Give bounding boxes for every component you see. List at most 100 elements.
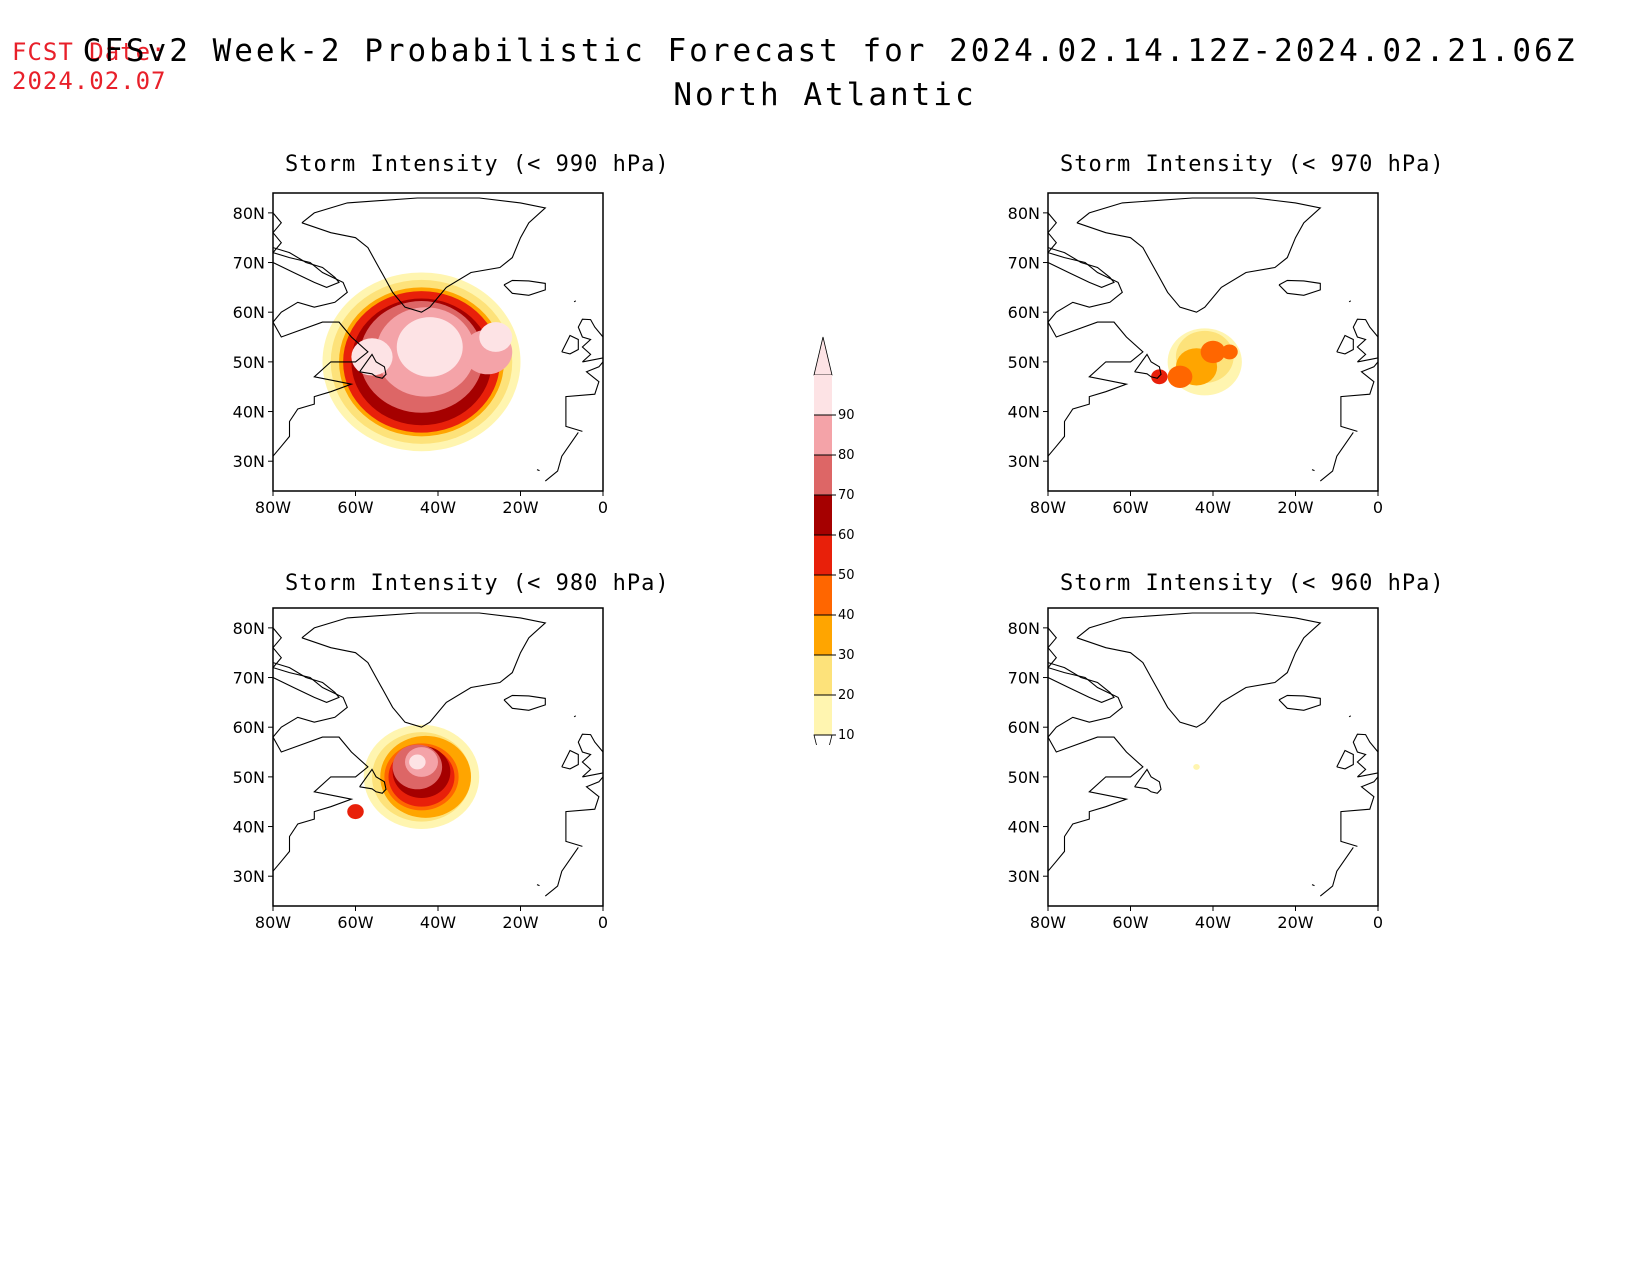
colorbar-swatch [814,615,832,655]
colorbar-swatch [814,415,832,455]
lat-tick-label: 70N [233,254,265,273]
coastline [1311,469,1315,472]
coastline [1134,768,1162,794]
lat-tick-label: 60N [1008,303,1040,322]
colorbar-label: 90 [838,408,855,423]
lon-tick-label: 0 [598,913,608,932]
colorbar-top-arrow [813,336,833,376]
lon-tick-label: 0 [1373,913,1383,932]
lat-tick-label: 60N [233,718,265,737]
colorbar-swatch [814,495,832,535]
coastline [1048,627,1144,872]
lat-tick-label: 30N [1008,867,1040,886]
coastline [536,469,540,472]
coastline [577,733,603,778]
colorbar-swatch [814,695,832,735]
lon-tick-label: 60W [1112,913,1148,932]
lat-tick-label: 80N [1008,204,1040,223]
lat-tick-label: 50N [1008,768,1040,787]
map-panel-970: 80N 70N 60N 50N 40N 30N 80W 60W 40W 20W 0 [1008,192,1383,517]
colorbar-swatch [814,375,832,415]
probability-region [409,754,426,770]
page-subtitle: North Atlantic [673,77,977,113]
map-panel-960: 80N 70N 60N 50N 40N 30N 80W 60W 40W 20W 0 [1008,607,1383,932]
lat-tick-label: 30N [233,452,265,471]
coastline [1278,279,1321,296]
coastline [1278,694,1321,711]
colorbar-label: 60 [838,528,855,543]
coastline [359,768,387,794]
coastline [1048,247,1115,288]
colorbar-bottom-arrow [813,734,833,745]
colorbar-swatch [814,575,832,615]
coastline [1340,776,1378,847]
colorbar-label: 30 [838,648,855,663]
coastline [573,715,577,718]
lat-tick-label: 70N [1008,254,1040,273]
coastline [503,694,546,711]
lon-tick-label: 20W [1277,498,1313,517]
coastline [301,612,547,728]
coastline [301,197,547,313]
forecast-date-block: FCST Date: 2024.02.07 [12,38,167,96]
lon-tick-label: 40W [420,913,456,932]
coastline [565,361,603,432]
probability-region [1193,763,1200,770]
colorbar-label: 70 [838,488,855,503]
lat-tick-label: 70N [1008,669,1040,688]
colorbar-swatch [814,455,832,495]
coastline [503,279,546,296]
lon-tick-label: 40W [1195,913,1231,932]
colorbar-label: 10 [838,728,855,743]
lat-tick-label: 80N [233,619,265,638]
lon-tick-label: 80W [255,498,291,517]
lon-tick-label: 20W [502,498,538,517]
coastline [1076,612,1322,728]
lon-tick-label: 20W [502,913,538,932]
panel-title-980: Storm Intensity (< 980 hPa) [285,571,670,596]
coastline [1048,212,1144,457]
colorbar-label: 40 [838,608,855,623]
panel-title-960: Storm Intensity (< 960 hPa) [1060,571,1445,596]
coastline [565,776,603,847]
lon-tick-label: 40W [1195,498,1231,517]
coastline [1348,300,1352,303]
coastline [1352,733,1378,778]
coastline [1134,353,1162,379]
coastline [1319,847,1354,897]
map-panel-990: 80N 70N 60N 50N 40N 30N 80W 60W 40W 20W 0 [233,192,608,517]
lat-tick-label: 50N [1008,353,1040,372]
page-title: CFSv2 Week-2 Probabilistic Forecast for … [82,33,1578,69]
lon-tick-label: 20W [1277,913,1313,932]
coastline [273,212,369,457]
coastline [561,749,579,770]
probability-region [1221,344,1238,360]
coastline [1319,432,1354,482]
lat-tick-label: 50N [233,768,265,787]
colorbar-label: 20 [838,688,855,703]
coastline [1348,715,1352,718]
coastline [1340,361,1378,432]
coastline [1311,884,1315,887]
lat-tick-label: 50N [233,353,265,372]
probability-region [351,338,393,376]
lon-tick-label: 40W [420,498,456,517]
probability-region [396,317,463,377]
probability-region [347,804,364,820]
lon-tick-label: 60W [337,498,373,517]
lon-tick-label: 80W [1030,498,1066,517]
coastline [1076,197,1322,313]
colorbar-legend: 10 20 30 40 50 60 70 80 90 [813,336,855,745]
coastline [544,847,579,897]
lon-tick-label: 0 [598,498,608,517]
coastline [1336,749,1354,770]
lon-tick-label: 0 [1373,498,1383,517]
coastline [273,662,340,703]
coastline [273,247,340,288]
lat-tick-label: 40N [233,818,265,837]
panel-title-970: Storm Intensity (< 970 hPa) [1060,152,1445,177]
probability-region [1200,340,1226,364]
coastline [1352,318,1378,363]
coastline [359,353,387,379]
colorbar-label: 50 [838,568,855,583]
